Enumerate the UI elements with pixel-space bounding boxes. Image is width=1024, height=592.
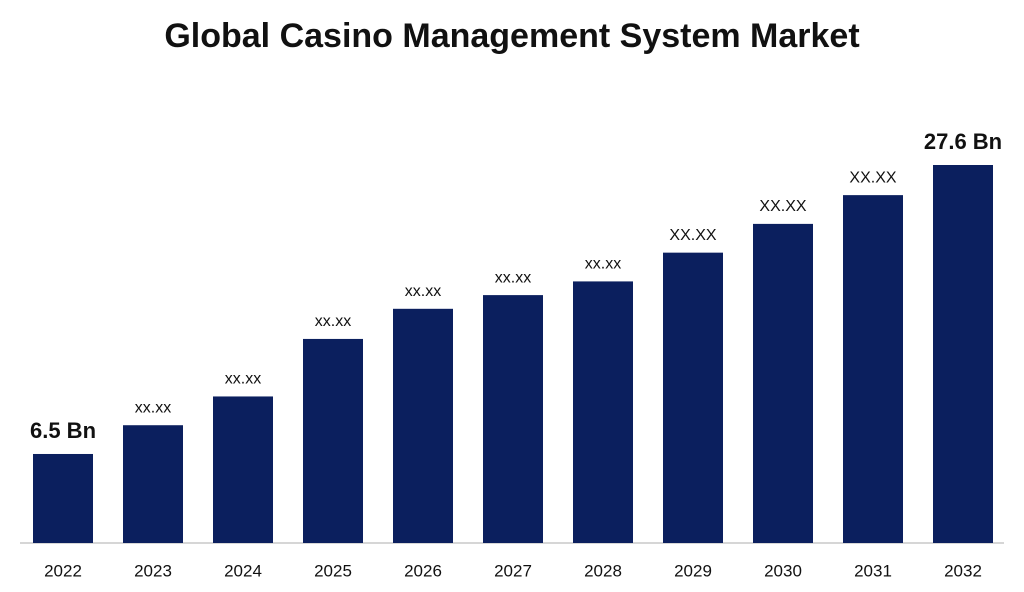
x-tick-label: 2026: [404, 561, 442, 580]
value-label: 27.6 Bn: [924, 129, 1002, 154]
bar: [483, 295, 543, 543]
value-label: 6.5 Bn: [30, 418, 96, 443]
x-tick-label: 2023: [134, 561, 172, 580]
value-label: xx.xx: [315, 313, 351, 330]
value-label: xx.xx: [405, 283, 441, 300]
x-tick-label: 2022: [44, 561, 82, 580]
value-label: xx.xx: [495, 269, 531, 286]
x-tick-label: 2030: [764, 561, 802, 580]
value-label: XX.XX: [849, 169, 896, 186]
bar: [843, 195, 903, 543]
value-label: xx.xx: [135, 399, 171, 416]
bar: [33, 453, 93, 543]
x-tick-label: 2027: [494, 561, 532, 580]
bar: [123, 425, 183, 543]
bar: [663, 252, 723, 544]
x-tick-label: 2029: [674, 561, 712, 580]
value-label: xx.xx: [585, 256, 621, 273]
bar: [753, 223, 813, 544]
x-tick-label: 2025: [314, 561, 352, 580]
bar: [573, 281, 633, 543]
bar: [303, 338, 363, 543]
x-tick-label: 2028: [584, 561, 622, 580]
value-label: xx.xx: [225, 371, 261, 388]
x-tick-label: 2024: [224, 561, 262, 580]
bar: [213, 396, 273, 543]
x-tick-label: 2031: [854, 561, 892, 580]
bar: [393, 308, 453, 543]
value-label: XX.XX: [759, 198, 806, 215]
chart-title: Global Casino Management System Market: [164, 17, 859, 55]
value-label: XX.XX: [669, 227, 716, 244]
bar: [933, 165, 993, 543]
x-tick-label: 2032: [944, 561, 982, 580]
